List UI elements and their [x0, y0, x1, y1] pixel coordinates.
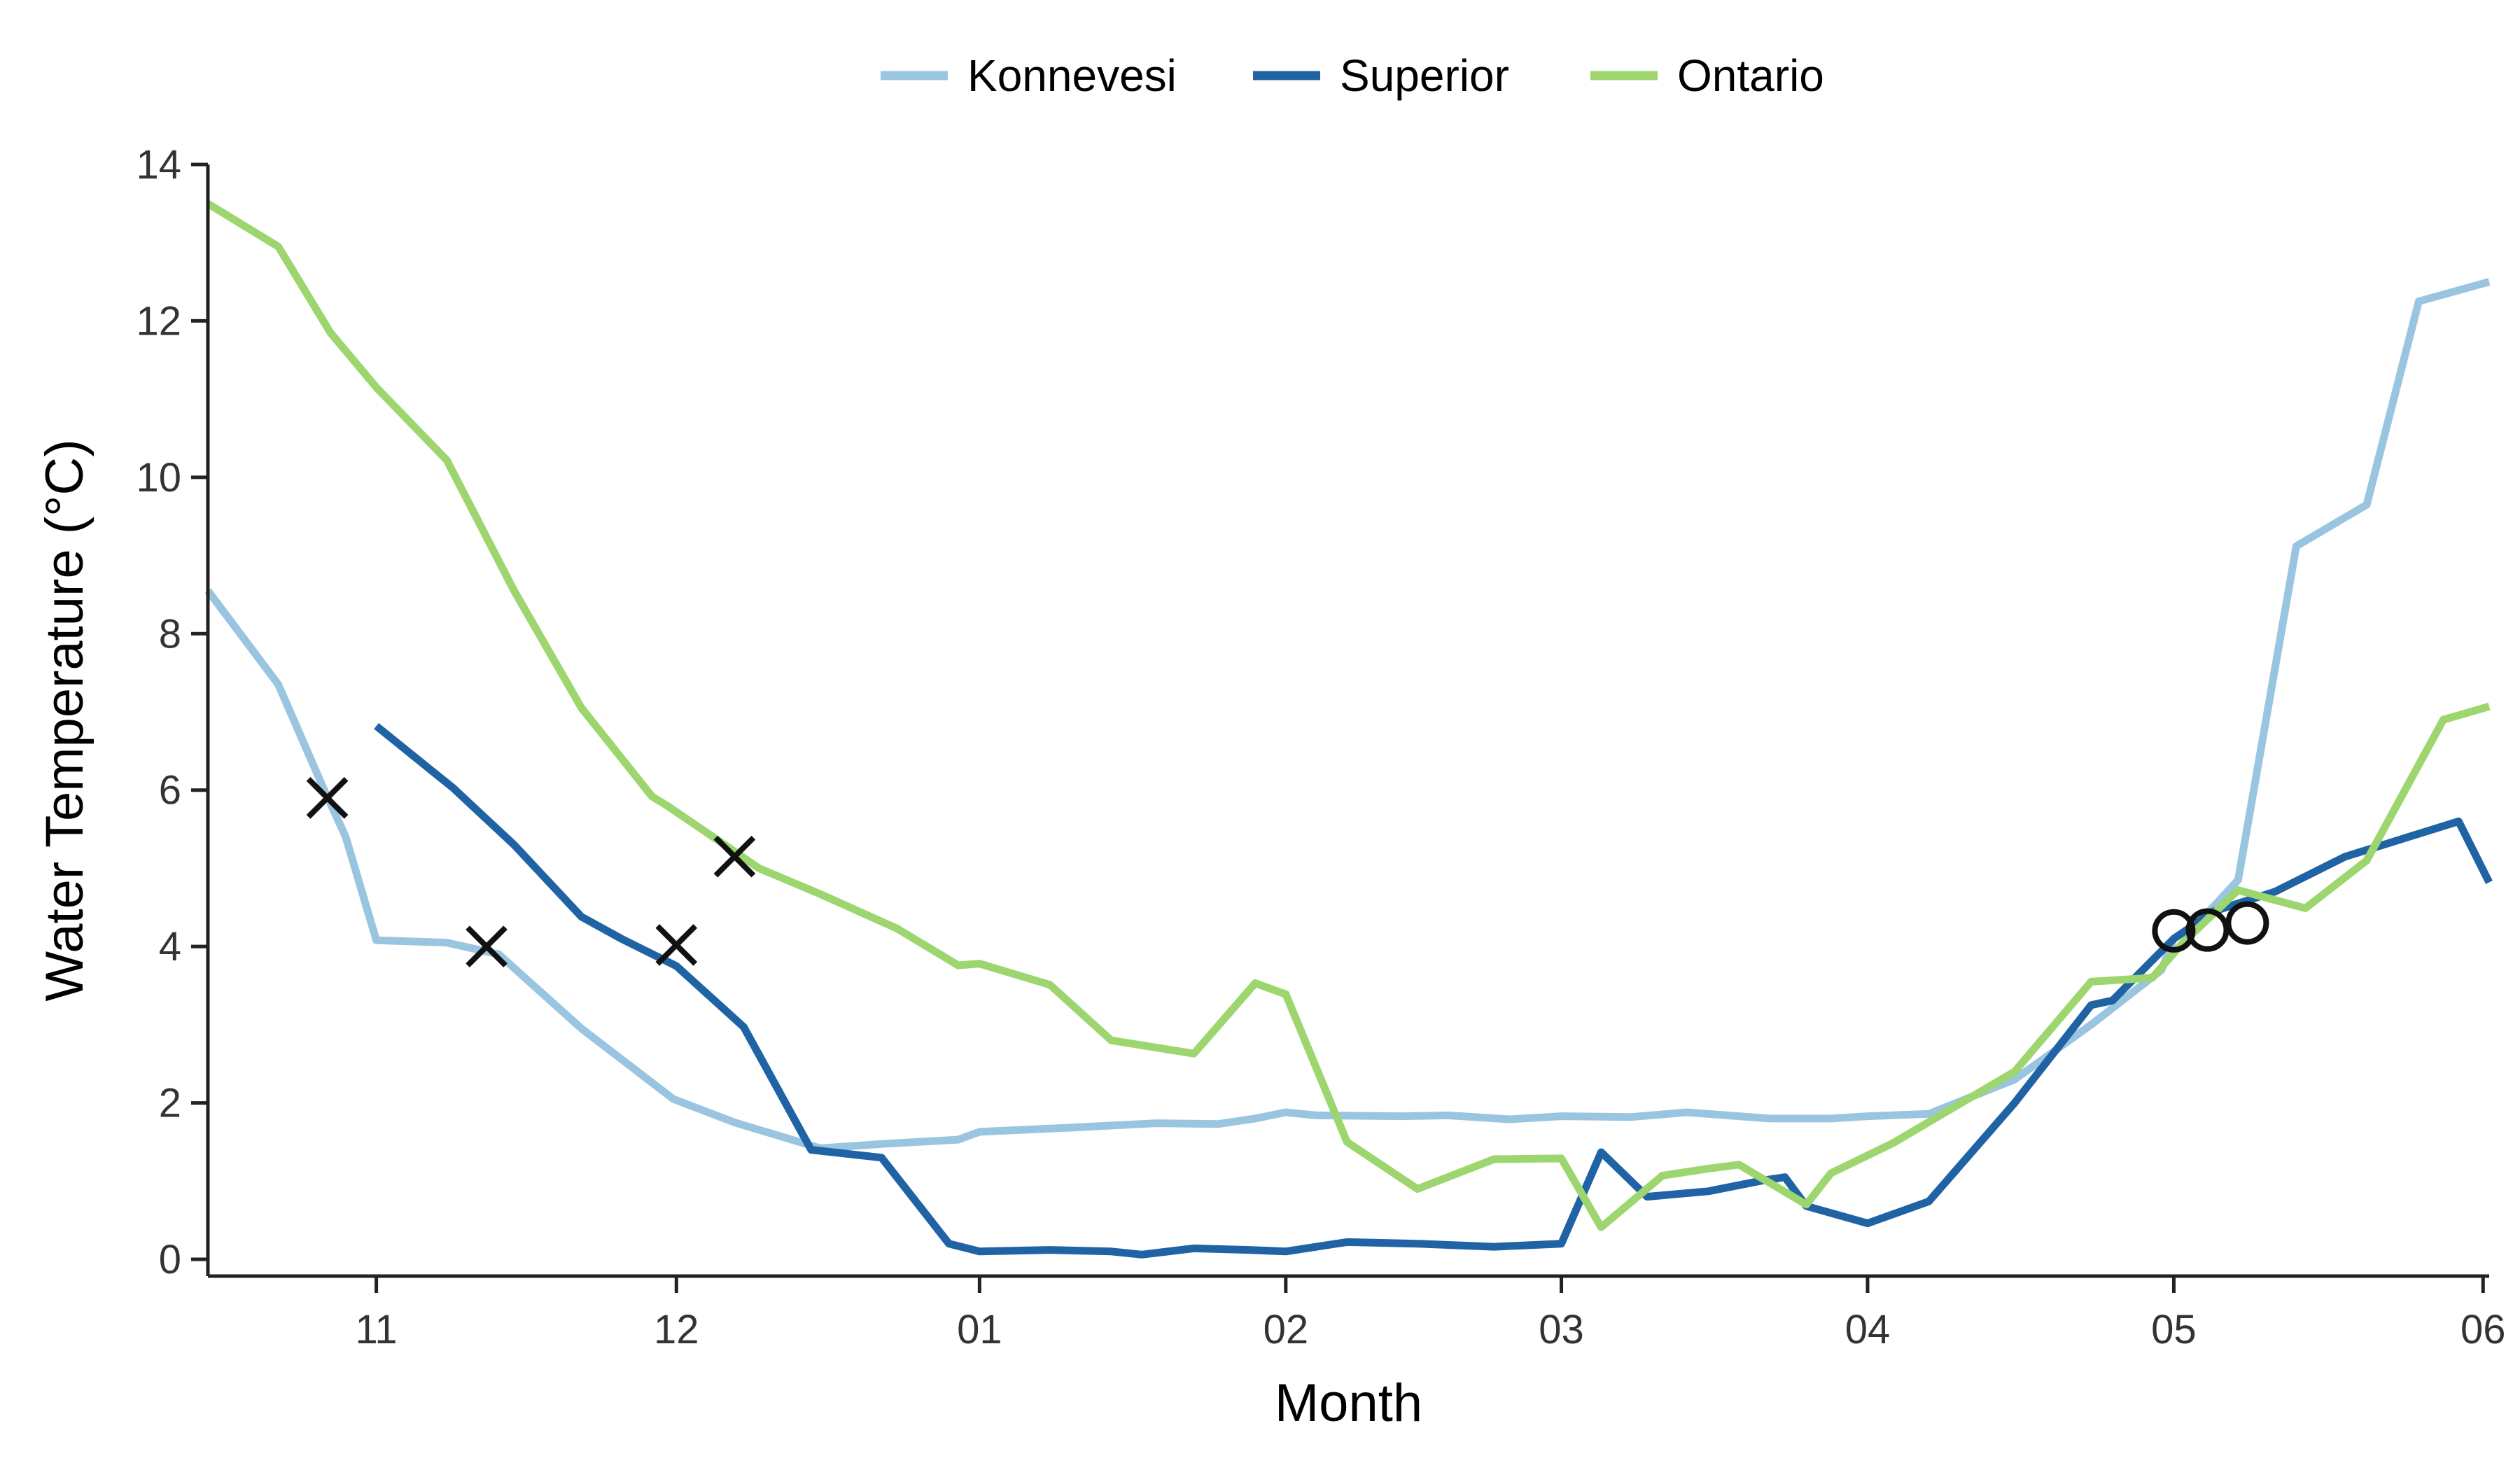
x-marker [655, 924, 698, 966]
y-tick-label: 4 [159, 924, 181, 969]
legend-item-konnevesi: Konnevesi [881, 50, 1177, 101]
y-tick-label: 8 [159, 611, 181, 657]
y-axis-title: Water Temperature (°C) [35, 439, 94, 1001]
legend-item-ontario: Ontario [1590, 50, 1824, 101]
circle-marker [2225, 901, 2269, 945]
legend-label: Superior [1340, 50, 1509, 101]
legend-label: Konnevesi [967, 50, 1177, 101]
x-tick-label: 03 [1539, 1307, 1584, 1352]
y-tick-label: 10 [136, 455, 181, 500]
x-tick-label: 12 [654, 1307, 699, 1352]
series-line-ontario [206, 200, 2491, 1231]
x-tick-label: 05 [2151, 1307, 2197, 1352]
x-tick-label: 04 [1845, 1307, 1891, 1352]
x-axis-title: Month [1275, 1373, 1422, 1433]
event-markers [306, 777, 2269, 967]
y-tick-label: 2 [159, 1081, 181, 1126]
y-tick-label: 0 [159, 1237, 181, 1282]
circle-marker [2185, 908, 2230, 952]
x-tick-label: 06 [2460, 1307, 2506, 1352]
y-tick-label: 14 [136, 142, 181, 188]
y-tick-label: 12 [136, 298, 181, 344]
x-marker [465, 925, 507, 967]
legend-item-superior: Superior [1253, 50, 1509, 101]
x-tick-label: 02 [1264, 1307, 1309, 1352]
x-tick-label: 11 [355, 1307, 397, 1352]
series-lines [204, 200, 2493, 1259]
x-marker [713, 835, 756, 878]
legend-label: Ontario [1677, 50, 1824, 101]
legend: Konnevesi Superior Ontario [881, 50, 1824, 101]
series-line-konnevesi [204, 278, 2491, 1152]
x-tick-label: 01 [957, 1307, 1002, 1352]
series-line-superior [374, 722, 2493, 1259]
y-tick-label: 6 [159, 768, 181, 813]
x-axis-ticks: 11 12 01 02 03 04 05 06 [355, 1276, 2506, 1352]
circle-marker [2152, 909, 2196, 953]
y-axis-ticks: 0 2 4 6 8 10 12 14 [136, 142, 208, 1282]
x-marker [306, 777, 349, 819]
